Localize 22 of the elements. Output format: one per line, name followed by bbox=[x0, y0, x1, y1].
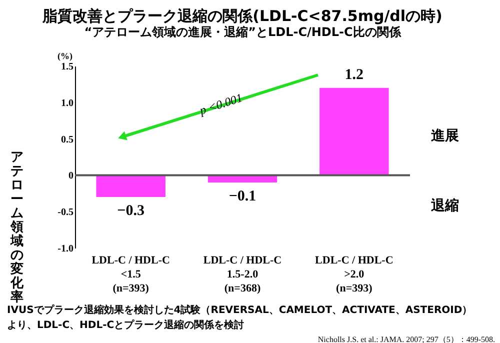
text: Nicholls J.S. et al.: JAMA. 2007; 297（5）：499-508. bbox=[318, 335, 495, 343]
annotation: p <0.001 bbox=[196, 90, 244, 118]
y-tick-label: 0.5 bbox=[61, 134, 74, 146]
x-tick-label: LDL-C / HDL-C 1.5-2.0 (n=368) bbox=[203, 254, 282, 294]
y-tick-label: 0 bbox=[68, 170, 74, 182]
chart-title: 脂質改善とプラーク退縮の関係(LDL-C<87.5mg/dlの時) bbox=[42, 7, 442, 25]
text: (%) bbox=[58, 51, 72, 61]
x-tick-label: LDL-C / HDL-C >2.0 (n=393) bbox=[315, 254, 394, 294]
text: IVUSでプラーク退縮効果を検討した4試験（REVERSAL、CAMELOT、ACTIVATE、ASTEROID） bbox=[7, 304, 472, 316]
data-label: −0.3 bbox=[117, 203, 144, 220]
text: アテローム領域の変化率 bbox=[10, 150, 24, 305]
data-label: −0.1 bbox=[228, 188, 256, 204]
data-label: 1.2 bbox=[344, 66, 364, 83]
text: 退縮 bbox=[430, 197, 459, 214]
y-tick-label: -1.0 bbox=[58, 244, 74, 254]
text: 進展 bbox=[430, 128, 459, 144]
y-tick-label: -0.5 bbox=[58, 207, 74, 218]
text: より、LDL-C、HDL-Cとプラーク退縮の関係を検討 bbox=[7, 319, 244, 331]
x-tick-label: LDL-C / HDL-C <1.5 (n=393) bbox=[92, 254, 170, 294]
y-tick-label: 1.0 bbox=[61, 98, 74, 109]
chart-subtitle: “アテローム領域の進展・退縮”とLDL-C/HDL-C比の関係 bbox=[84, 25, 402, 39]
y-tick-label: 1.5 bbox=[61, 62, 74, 72]
